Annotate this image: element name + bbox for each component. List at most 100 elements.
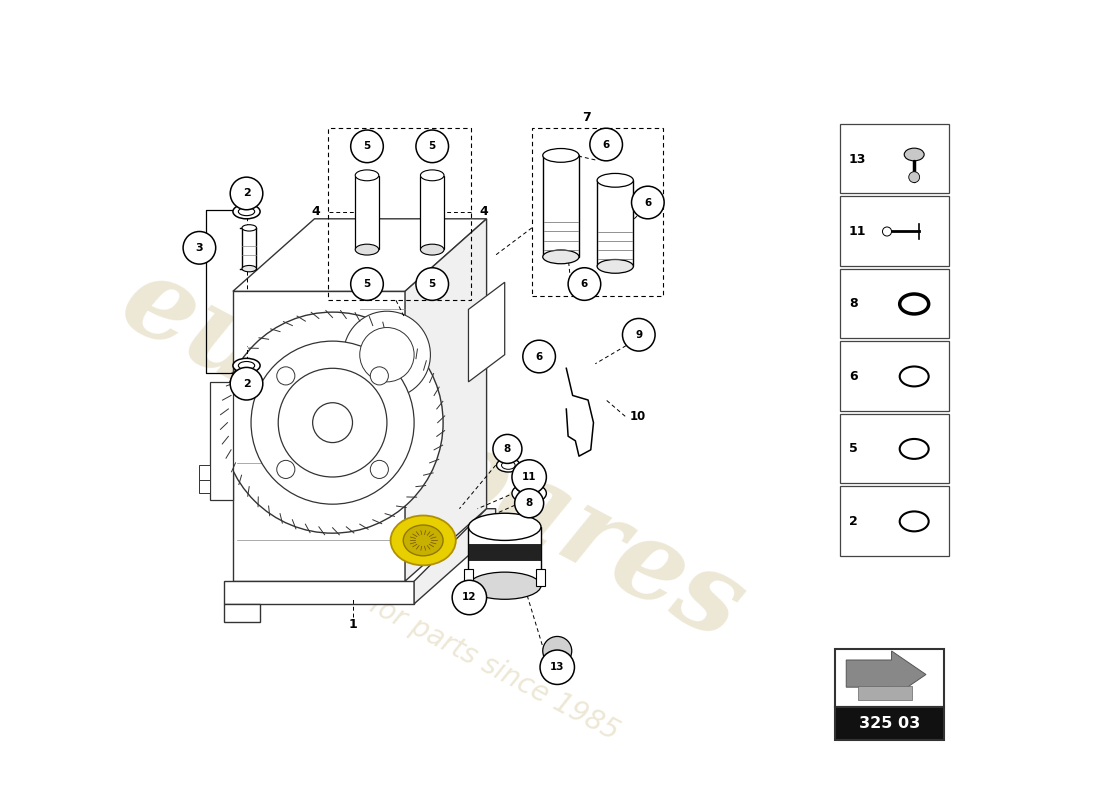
Bar <box>420 176 444 249</box>
Circle shape <box>416 130 449 162</box>
Text: 6: 6 <box>536 351 542 362</box>
Circle shape <box>371 460 388 478</box>
Text: 5: 5 <box>429 142 436 151</box>
Text: a passion for parts since 1985: a passion for parts since 1985 <box>241 525 624 746</box>
Circle shape <box>230 177 263 210</box>
Circle shape <box>515 489 543 518</box>
Ellipse shape <box>239 362 255 370</box>
Polygon shape <box>210 382 233 500</box>
Text: 5: 5 <box>363 279 371 289</box>
Ellipse shape <box>469 572 541 599</box>
Circle shape <box>277 460 295 478</box>
Circle shape <box>590 128 623 161</box>
Bar <box>469 527 541 586</box>
Polygon shape <box>469 282 505 382</box>
Ellipse shape <box>597 259 634 274</box>
Circle shape <box>452 580 486 614</box>
Circle shape <box>909 172 920 182</box>
Text: 6: 6 <box>645 198 651 207</box>
Bar <box>840 486 948 556</box>
Ellipse shape <box>390 515 455 566</box>
Ellipse shape <box>904 148 924 161</box>
Ellipse shape <box>404 525 443 556</box>
Ellipse shape <box>512 483 547 503</box>
Ellipse shape <box>520 482 535 490</box>
Ellipse shape <box>516 479 539 493</box>
Text: 4: 4 <box>311 205 320 218</box>
Bar <box>840 414 948 483</box>
Text: 3: 3 <box>196 243 204 253</box>
Polygon shape <box>846 651 926 698</box>
Ellipse shape <box>542 250 579 264</box>
Ellipse shape <box>502 461 515 470</box>
Bar <box>542 155 579 257</box>
Text: 9: 9 <box>635 330 642 340</box>
Circle shape <box>542 637 572 666</box>
Text: 11: 11 <box>521 472 537 482</box>
Ellipse shape <box>542 149 579 162</box>
Circle shape <box>343 311 430 398</box>
Ellipse shape <box>900 294 928 314</box>
Circle shape <box>371 367 388 385</box>
Bar <box>835 649 944 707</box>
Ellipse shape <box>519 487 539 499</box>
Bar <box>597 180 634 266</box>
Text: 5: 5 <box>363 142 371 151</box>
Ellipse shape <box>496 458 520 472</box>
Bar <box>537 570 546 586</box>
Polygon shape <box>233 219 486 291</box>
Polygon shape <box>405 219 486 581</box>
Text: 2: 2 <box>243 378 251 389</box>
Bar <box>532 128 663 296</box>
Circle shape <box>277 367 295 385</box>
Bar <box>464 570 473 586</box>
Ellipse shape <box>900 439 928 459</box>
Bar <box>840 269 948 338</box>
Text: 6: 6 <box>603 139 609 150</box>
Bar <box>242 228 256 269</box>
Text: 2: 2 <box>243 189 251 198</box>
Bar <box>355 176 378 249</box>
Ellipse shape <box>239 207 255 216</box>
Circle shape <box>623 318 656 351</box>
Bar <box>835 707 944 740</box>
Ellipse shape <box>900 511 928 531</box>
Bar <box>840 341 948 411</box>
Text: 7: 7 <box>582 111 591 124</box>
Circle shape <box>312 402 352 442</box>
Text: 5: 5 <box>849 442 858 455</box>
Ellipse shape <box>233 204 260 219</box>
Text: 6: 6 <box>581 279 589 289</box>
Circle shape <box>882 227 891 236</box>
Bar <box>199 466 210 480</box>
Circle shape <box>493 434 521 463</box>
Bar <box>328 128 471 300</box>
Text: 11: 11 <box>849 225 867 238</box>
Polygon shape <box>224 581 414 604</box>
Ellipse shape <box>597 174 634 187</box>
Circle shape <box>512 460 547 494</box>
Ellipse shape <box>233 358 260 373</box>
Polygon shape <box>233 291 405 581</box>
Bar <box>858 686 912 700</box>
Bar <box>840 196 948 266</box>
Ellipse shape <box>420 170 444 181</box>
Circle shape <box>351 268 383 300</box>
Circle shape <box>568 268 601 300</box>
Ellipse shape <box>900 366 928 386</box>
Text: 13: 13 <box>550 662 564 672</box>
Bar <box>199 479 210 494</box>
Bar <box>469 544 541 560</box>
Ellipse shape <box>242 225 256 231</box>
Circle shape <box>522 340 556 373</box>
Circle shape <box>416 268 449 300</box>
Circle shape <box>222 312 443 533</box>
Text: 325 03: 325 03 <box>859 716 921 731</box>
Text: eurospares: eurospares <box>103 246 761 663</box>
Ellipse shape <box>469 514 541 541</box>
Circle shape <box>183 231 216 264</box>
Circle shape <box>251 341 414 504</box>
Circle shape <box>540 650 574 685</box>
Text: 12: 12 <box>462 593 476 602</box>
Circle shape <box>360 327 414 382</box>
